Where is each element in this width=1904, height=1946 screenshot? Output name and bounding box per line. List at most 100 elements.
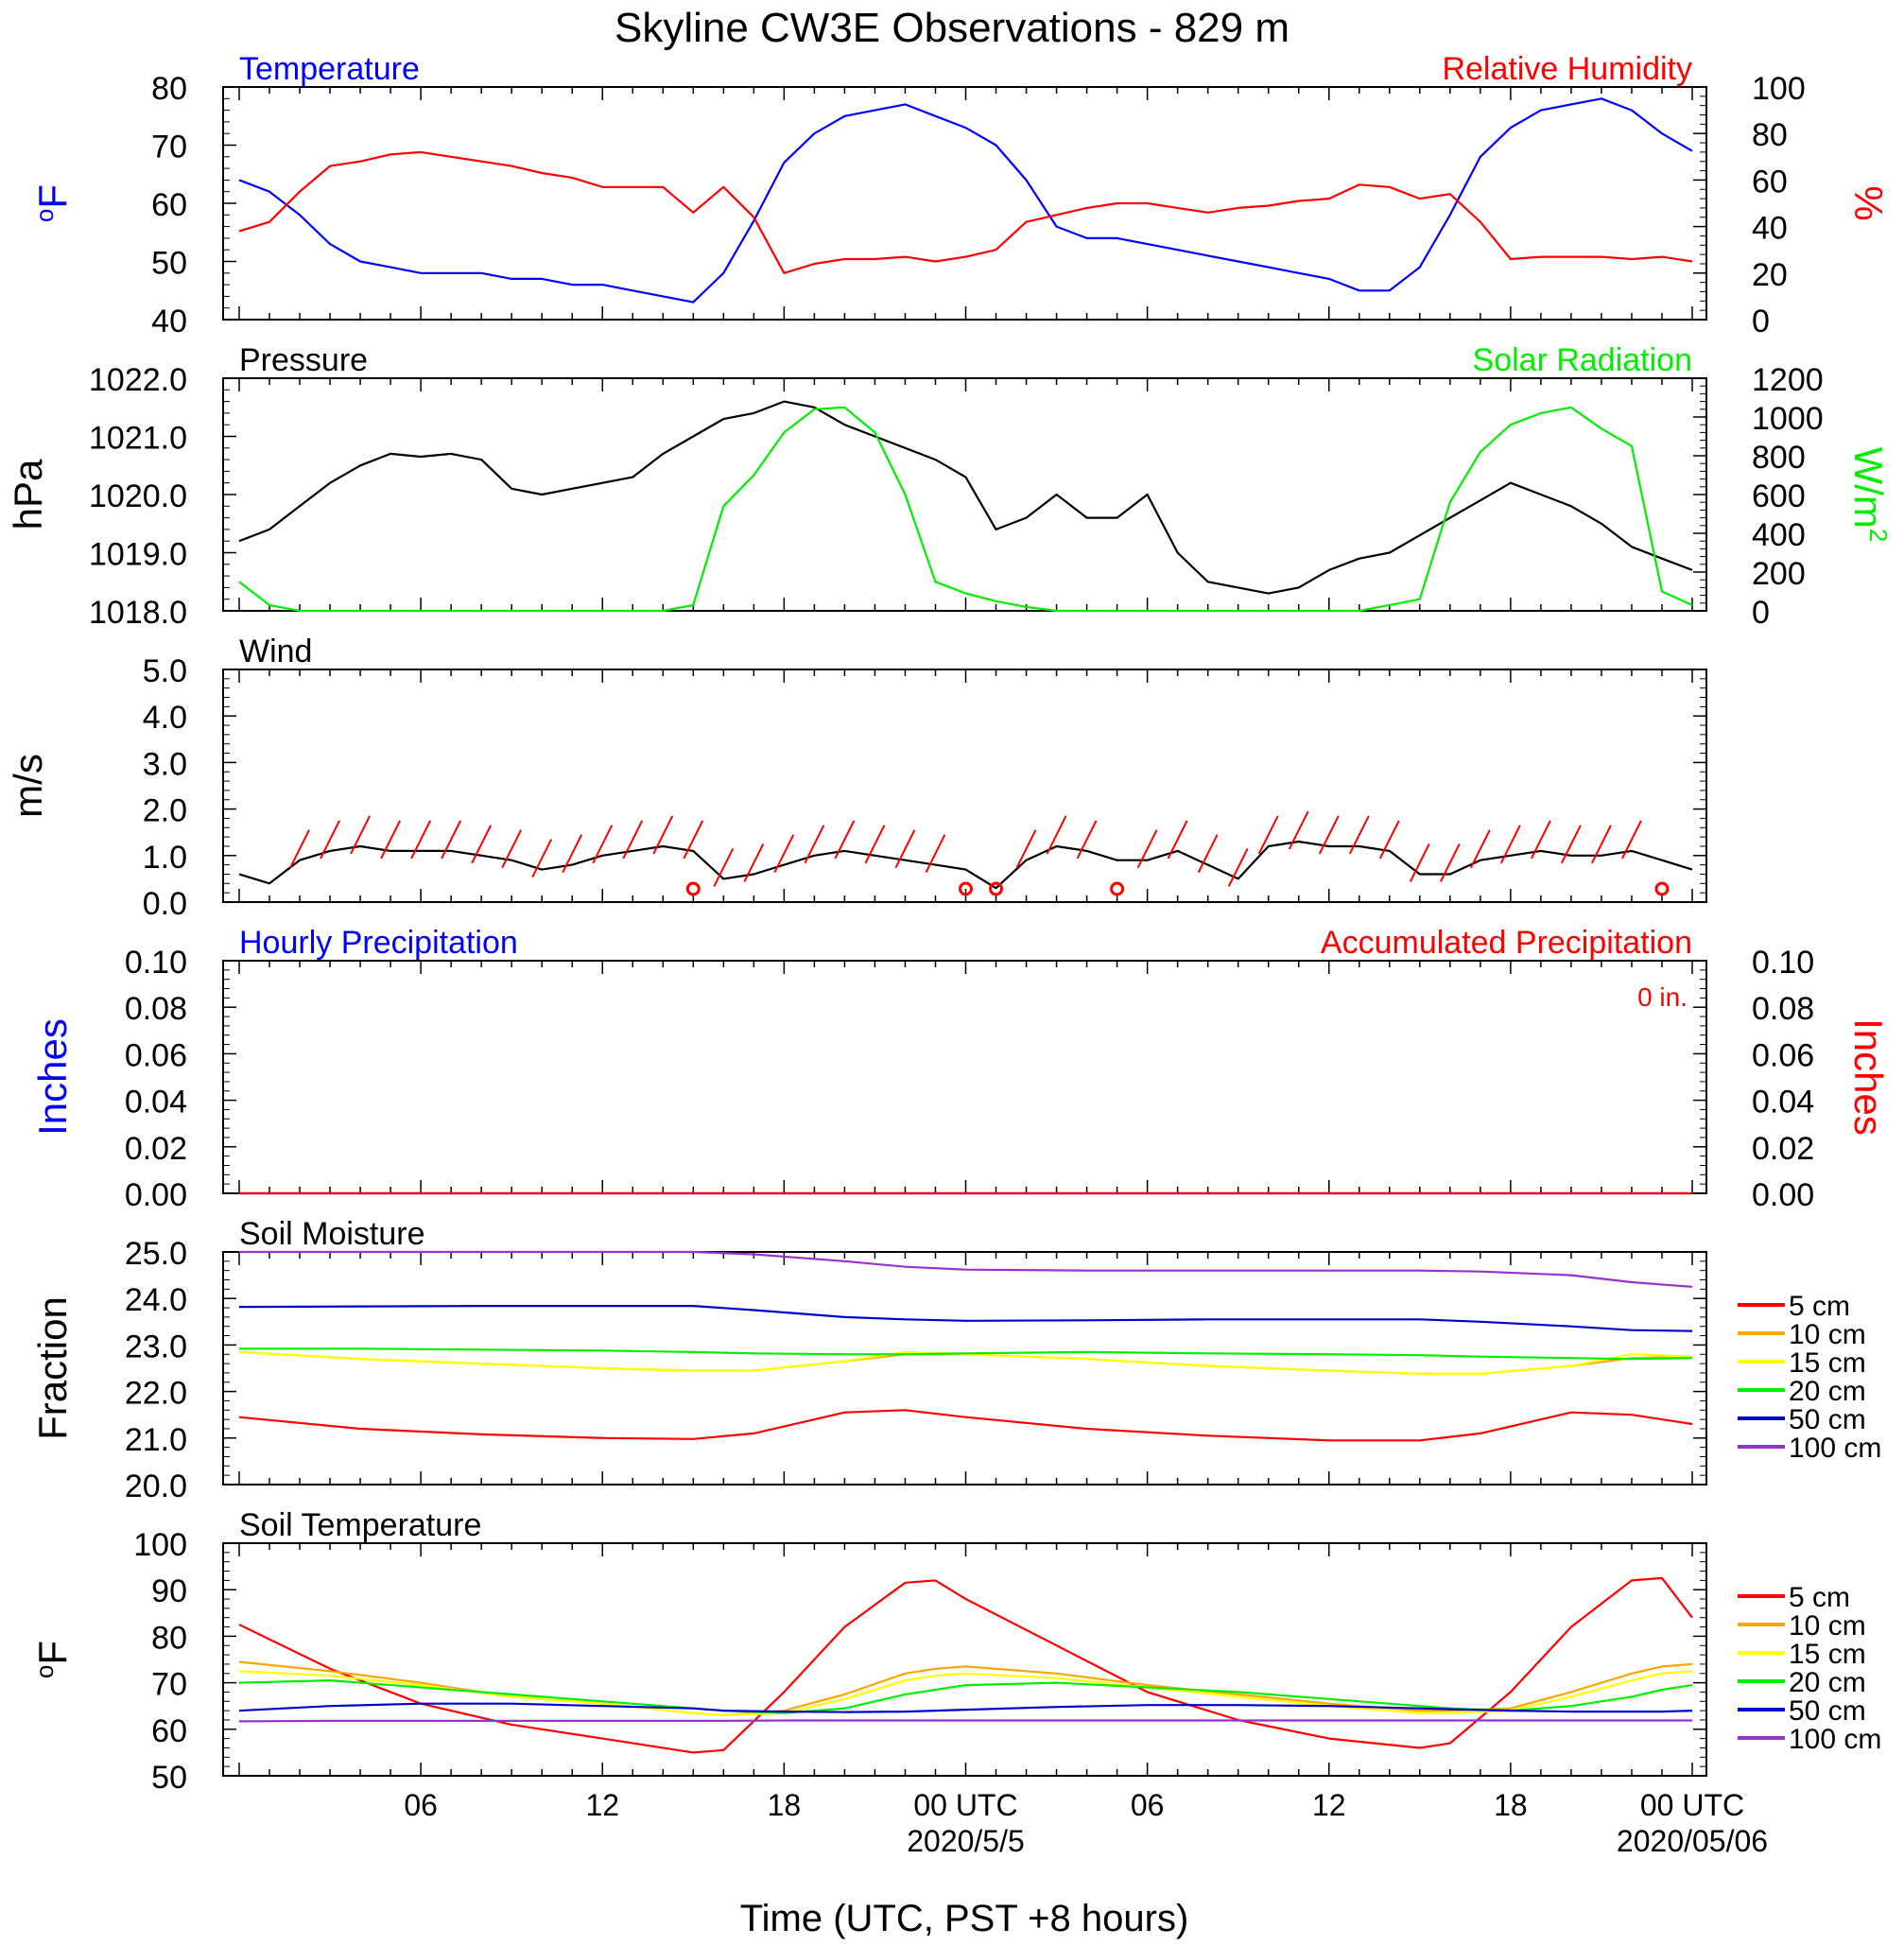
legend-label: 5 cm	[1789, 1291, 1850, 1322]
series-line-soil_temperature-5	[238, 1719, 1692, 1723]
series-line-temp_rh-0	[238, 97, 1693, 304]
wind-barb	[1531, 820, 1551, 860]
y-tick-label: 2.0	[143, 793, 187, 829]
panel-title-left: Soil Moisture	[239, 1216, 425, 1252]
series-line-soil_temperature-0	[238, 1576, 1693, 1754]
y-tick-label: 25.0	[125, 1236, 187, 1272]
panel-wind: 0.0 1.0 2.0 3.0 4.0 5.0 m/s Wind	[6, 634, 1707, 922]
wind-barb	[380, 820, 401, 860]
series-line-pressure_solar-1	[238, 406, 1693, 613]
x-tick-label: 06	[1131, 1788, 1165, 1822]
legend-label: 5 cm	[1789, 1582, 1850, 1613]
panel-title-left: Wind	[239, 634, 312, 669]
y-axis-label-left: oF	[30, 184, 75, 222]
y-tick-label: 50	[151, 246, 187, 282]
legend-label: 20 cm	[1789, 1667, 1866, 1698]
legend-label: 100 cm	[1789, 1724, 1881, 1755]
wind-barb	[1076, 820, 1098, 860]
wind-barb	[1136, 829, 1158, 869]
series-line-temp_rh-1	[238, 150, 1693, 274]
y-tick-label: 100	[133, 1527, 187, 1563]
y-tick-label-right: 0	[1752, 595, 1770, 631]
y-tick-label: 1018.0	[89, 595, 187, 631]
wind-barb	[834, 820, 856, 860]
y-tick-label-right: 400	[1752, 517, 1806, 553]
series-line-soil_temperature-3	[238, 1678, 1693, 1714]
y-tick-label-right: 200	[1752, 556, 1806, 592]
y-tick-label-right: 0.04	[1752, 1085, 1814, 1121]
x-tick-label: 12	[585, 1788, 619, 1822]
x-tick-label: 00 UTC	[1640, 1788, 1744, 1822]
y-tick-label: 0.04	[125, 1085, 187, 1121]
wind-barb	[683, 820, 704, 860]
y-tick-label: 5.0	[143, 653, 187, 689]
calm-wind-marker	[685, 881, 701, 896]
y-tick-label: 3.0	[143, 746, 187, 782]
wind-barb	[773, 834, 795, 874]
wind-barb	[925, 834, 946, 874]
calm-wind-marker	[1110, 881, 1125, 896]
wind-barb	[652, 815, 674, 855]
y-tick-label: 22.0	[125, 1376, 187, 1412]
panel-soil_moisture: 20.0 21.0 22.0 23.0 24.0 25.0 Fraction Soil Moi…	[30, 1216, 1881, 1504]
plot-frame	[222, 1542, 1707, 1777]
y-tick-label: 70	[151, 1667, 187, 1703]
wind-barb	[1318, 815, 1340, 855]
wind-barb	[1197, 834, 1219, 874]
legend-label: 20 cm	[1789, 1376, 1866, 1407]
wind-barb	[743, 843, 765, 882]
wind-barb	[894, 829, 916, 869]
y-tick-label: 70	[151, 130, 187, 165]
x-date-label: 2020/5/5	[907, 1824, 1025, 1858]
y-axis-label-left: m/s	[6, 754, 50, 818]
series-line-soil_temperature-2	[238, 1670, 1693, 1717]
wind-barb	[1167, 820, 1188, 860]
y-tick-label: 0.0	[143, 886, 187, 922]
y-tick-label-right: 1200	[1752, 362, 1824, 398]
y-axis-label-left: oF	[30, 1641, 75, 1678]
legend-label: 15 cm	[1789, 1639, 1866, 1670]
series-line-soil_moisture-3	[239, 1347, 1693, 1361]
x-tick-label: 18	[768, 1788, 802, 1822]
y-axis-label-right: W/m2	[1846, 447, 1893, 543]
y-tick-label: 80	[151, 71, 187, 107]
y-tick-label: 60	[151, 1713, 187, 1749]
y-tick-label: 0.00	[125, 1177, 187, 1213]
series-line-soil_moisture-5	[239, 1250, 1693, 1288]
y-tick-label-right: 40	[1752, 211, 1788, 247]
wind-barb	[713, 847, 735, 887]
y-tick-label-right: 0.02	[1752, 1131, 1814, 1167]
y-tick-label-right: 80	[1752, 117, 1788, 153]
y-axis-label-left: Inches	[30, 1018, 75, 1136]
wind-barb	[1257, 815, 1279, 855]
wind-barb	[1409, 843, 1430, 882]
wind-barb	[1561, 825, 1582, 864]
y-tick-label-right: 0.00	[1752, 1177, 1814, 1213]
wind-barb	[562, 834, 583, 874]
wind-barb	[1288, 810, 1309, 850]
legend-label: 50 cm	[1789, 1404, 1866, 1435]
y-tick-label-right: 0.08	[1752, 991, 1814, 1027]
wind-barb	[1499, 825, 1521, 864]
y-tick-label: 4.0	[143, 700, 187, 736]
wind-barb	[1621, 820, 1642, 860]
y-tick-label-right: 1000	[1752, 401, 1824, 437]
series-line-soil_moisture-0	[238, 1409, 1693, 1442]
panel-title-right: Accumulated Precipitation	[1321, 925, 1692, 961]
wind-barb	[531, 839, 553, 878]
y-tick-label: 0.08	[125, 991, 187, 1027]
panel-title-left: Temperature	[239, 51, 420, 87]
y-tick-label: 0.02	[125, 1131, 187, 1167]
y-tick-label: 50	[151, 1760, 187, 1796]
wind-barb	[864, 825, 886, 864]
y-tick-label: 24.0	[125, 1282, 187, 1318]
y-tick-label-right: 20	[1752, 257, 1788, 293]
wind-barb	[622, 820, 644, 860]
x-tick-label: 12	[1312, 1788, 1346, 1822]
wind-barb	[1378, 820, 1400, 860]
panel-title-left: Soil Temperature	[239, 1507, 481, 1543]
x-tick-label: 18	[1494, 1788, 1528, 1822]
